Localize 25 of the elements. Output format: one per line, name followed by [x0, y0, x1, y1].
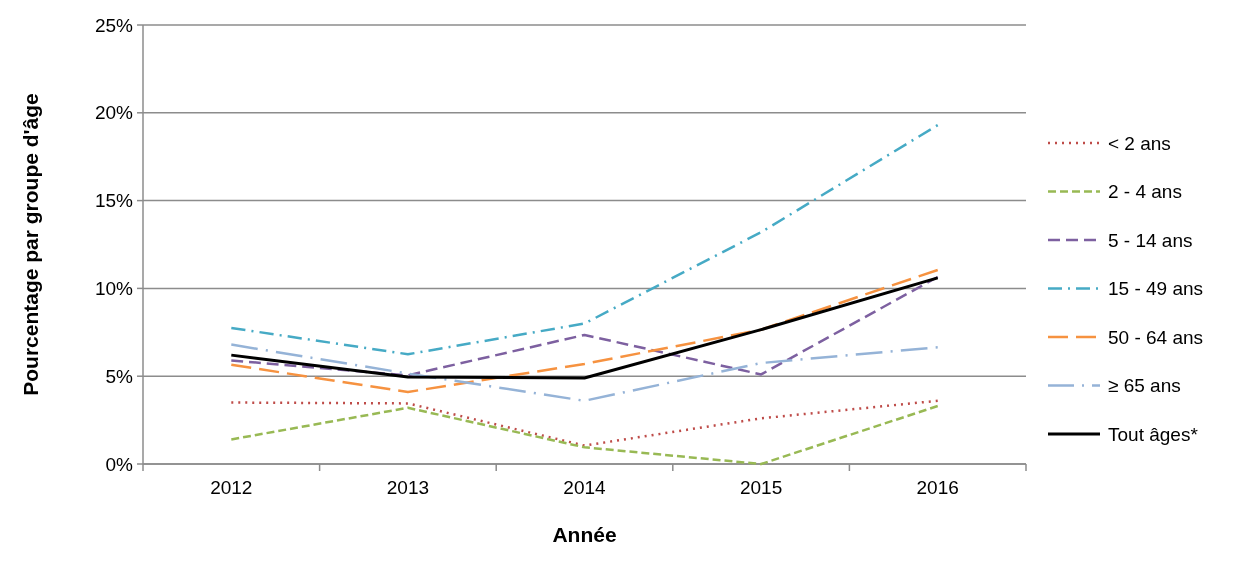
line-series	[230, 404, 939, 466]
legend-label: 15 - 49 ans	[1108, 278, 1204, 300]
line-series	[230, 268, 939, 394]
y-tick-label: 20%	[94, 102, 134, 124]
x-tick-label: 2015	[739, 477, 783, 498]
x-tick-label: 2012	[210, 477, 253, 498]
legend-label: 2 - 4 ans	[1108, 181, 1182, 203]
y-tick-label: 15%	[94, 190, 134, 212]
legend-label: 5 - 14 ans	[1108, 229, 1193, 251]
line-series	[230, 343, 939, 403]
legend-label: Tout âges*	[1108, 423, 1199, 445]
y-tick-label: 10%	[94, 278, 134, 300]
line-series	[230, 399, 939, 447]
legend-label: 50 - 64 ans	[1108, 326, 1204, 348]
x-tick-label: 2016	[916, 477, 959, 498]
line-series	[230, 123, 939, 356]
x-tick-label: 2014	[563, 477, 607, 498]
legend-label: < 2 ans	[1108, 132, 1171, 154]
x-axis-title: Année	[552, 523, 617, 546]
y-axis-title: Pourcentage par groupe d'âge	[19, 93, 42, 396]
y-tick-label: 5%	[105, 365, 134, 387]
legend-label: ≥ 65 ans	[1108, 375, 1181, 397]
x-tick-label: 2013	[386, 477, 430, 498]
y-tick-label: 25%	[94, 14, 134, 36]
y-tick-label: 0%	[105, 453, 134, 475]
